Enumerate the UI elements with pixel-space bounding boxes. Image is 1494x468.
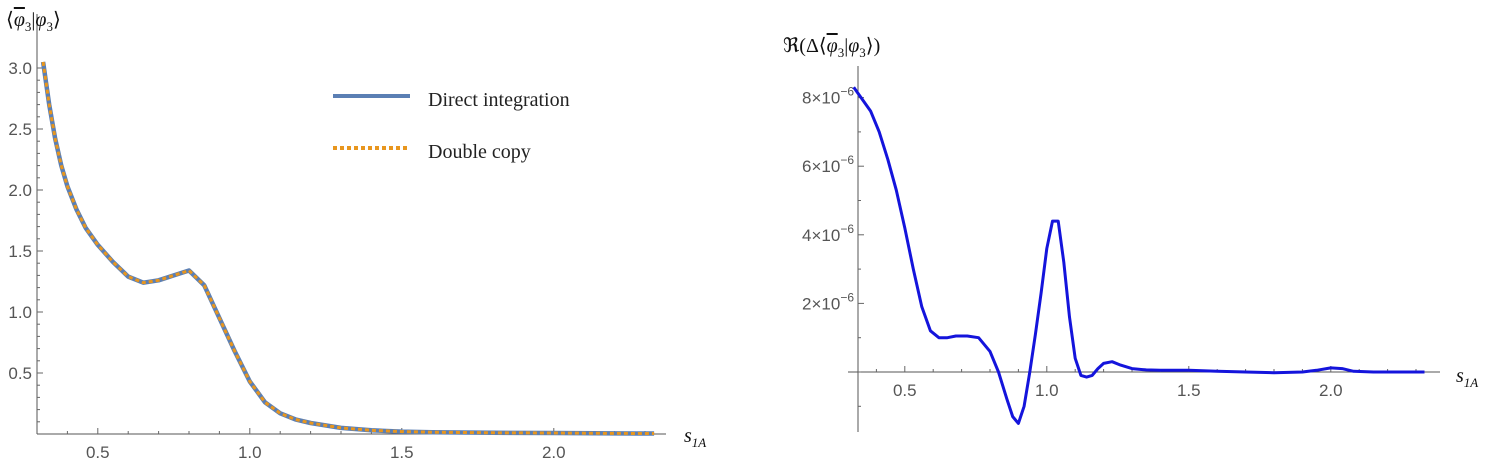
right-x-tick-label: 2.0 — [1319, 381, 1343, 400]
left-x-tick-label: 1.0 — [238, 443, 262, 462]
left-y-tick-label: 0.5 — [8, 364, 32, 383]
right-y-axis-title: ℜ(Δ⟨φ3|φ3⟩) — [783, 35, 880, 60]
series-direct-integration — [40, 61, 655, 436]
left-y-tick-label: 2.0 — [8, 181, 32, 200]
left-x-tick-label: 0.5 — [86, 443, 110, 462]
right-ticks: 0.5 1.0 1.5 2.0 2×10−6 4×10−6 6×10−6 8×10−6 — [802, 85, 1417, 407]
right-y-tick-label: 4×10−6 — [802, 222, 854, 245]
right-x-axis-title: s1A — [1456, 365, 1478, 390]
left-x-tick-label: 2.0 — [542, 443, 566, 462]
left-y-tick-label: 2.5 — [8, 120, 32, 139]
left-y-tick-label: 1.5 — [8, 242, 32, 261]
left-x-axis-title: s1A — [684, 425, 706, 450]
right-plot-lines — [852, 86, 1425, 425]
right-y-tick-label: 8×10−6 — [802, 85, 854, 108]
legend-label-direct: Direct integration — [428, 89, 570, 111]
left-ticks: 0.5 1.0 1.5 2.0 0.5 1.0 1.5 2.0 2.5 3.0 — [8, 59, 646, 462]
left-y-axis-title: ⟨φ3|φ3⟩ — [6, 9, 61, 34]
left-plot-lines — [40, 61, 655, 436]
right-x-tick-label: 1.5 — [1177, 381, 1201, 400]
left-y-tick-label: 3.0 — [8, 59, 32, 78]
right-y-tick-label: 6×10−6 — [802, 153, 854, 176]
right-x-tick-label: 1.0 — [1035, 381, 1059, 400]
left-y-tick-label: 1.0 — [8, 303, 32, 322]
right-y-tick-label: 2×10−6 — [802, 290, 854, 313]
right-chart: 0.5 1.0 1.5 2.0 2×10−6 4×10−6 6×10−6 8×10−6 ℜ(Δ… — [783, 35, 1478, 432]
right-x-tick-label: 0.5 — [893, 381, 917, 400]
series-difference — [852, 86, 1425, 425]
left-chart: 0.5 1.0 1.5 2.0 0.5 1.0 1.5 2.0 2.5 3.0 ⟨φ3|φ3⟩ s… — [6, 9, 706, 462]
legend-label-double-copy: Double copy — [428, 141, 531, 163]
left-x-tick-label: 1.5 — [390, 443, 414, 462]
legend: Direct integration Double copy — [333, 89, 570, 163]
series-double-copy — [41, 61, 655, 435]
